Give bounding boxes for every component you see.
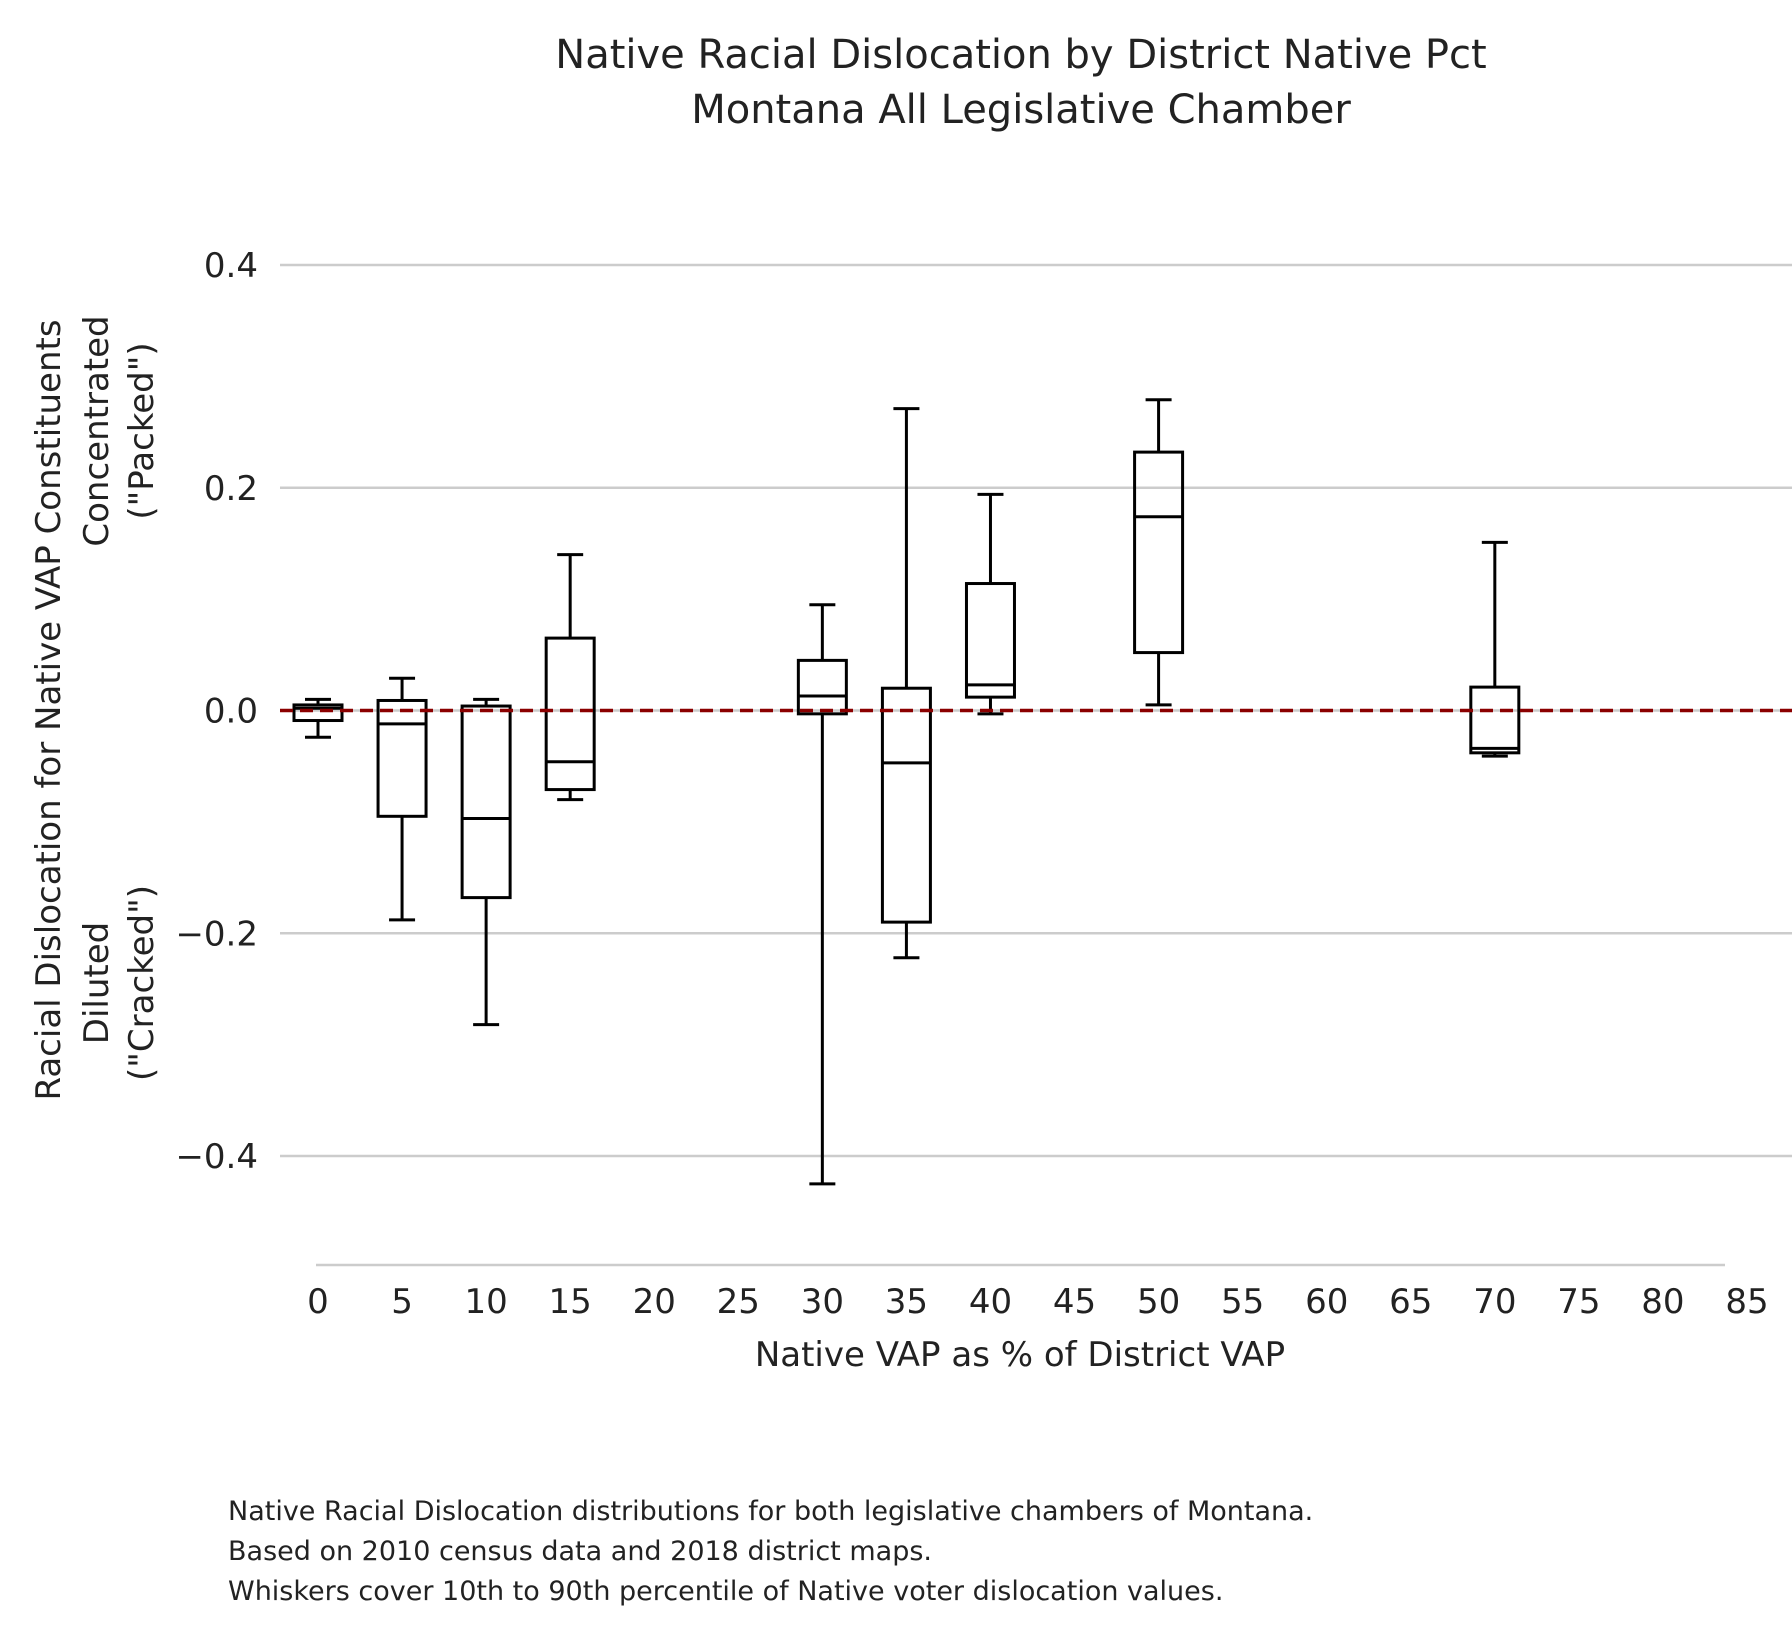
box-iqr xyxy=(1133,450,1185,655)
x-tick-label: 50 xyxy=(1137,1282,1180,1322)
x-tick-label: 35 xyxy=(885,1282,928,1322)
x-tick-label: 30 xyxy=(801,1282,844,1322)
y-tick-label: −0.2 xyxy=(175,914,258,954)
y-tick-label: 0.4 xyxy=(204,246,258,286)
x-tick-label: 0 xyxy=(307,1282,329,1322)
x-tick-label: 60 xyxy=(1305,1282,1348,1322)
x-tick-label: 80 xyxy=(1641,1282,1684,1322)
x-tick-label: 40 xyxy=(969,1282,1012,1322)
x-tick-label: 85 xyxy=(1725,1282,1768,1322)
x-tick-label: 70 xyxy=(1473,1282,1516,1322)
y-axis-label-cracked: ("Cracked") xyxy=(122,885,162,1081)
box-iqr xyxy=(796,658,848,716)
x-tick-label: 10 xyxy=(464,1282,507,1322)
box-plot xyxy=(376,676,428,922)
box-plot xyxy=(292,697,344,739)
box-plots xyxy=(292,398,1521,1186)
y-axis-label-concentrated: Concentrated xyxy=(77,315,117,546)
caption-line-1: Native Racial Dislocation distributions … xyxy=(228,1496,1314,1527)
x-tick-label: 45 xyxy=(1053,1282,1096,1322)
chart-caption: Native Racial Dislocation distributions … xyxy=(228,1492,1313,1612)
y-tick-label: 0.0 xyxy=(204,692,258,732)
y-axis-label-diluted: Diluted xyxy=(77,922,117,1044)
y-tick-label: 0.2 xyxy=(204,469,258,509)
box-plot xyxy=(1469,540,1521,758)
box-iqr xyxy=(1469,685,1521,755)
box-plot xyxy=(964,492,1016,716)
caption-line-2: Based on 2010 census data and 2018 distr… xyxy=(228,1536,932,1567)
x-tick-label: 25 xyxy=(717,1282,760,1322)
box-plot xyxy=(544,553,596,802)
box-plot xyxy=(796,603,848,1186)
x-tick-labels: 0 5 10 15 20 25 30 35 40 45 50 55 60 65 70 75 80 85 xyxy=(307,1282,1768,1322)
y-tick-label: −0.4 xyxy=(175,1137,258,1177)
x-tick-label: 75 xyxy=(1557,1282,1600,1322)
box-iqr xyxy=(964,582,1016,699)
caption-line-3: Whiskers cover 10th to 90th percentile o… xyxy=(228,1576,1224,1607)
box-plot xyxy=(1133,398,1185,707)
chart-title-line-1: Native Racial Dislocation by District Na… xyxy=(555,32,1486,78)
x-tick-label: 55 xyxy=(1221,1282,1264,1322)
box-iqr xyxy=(460,704,512,900)
x-axis-label: Native VAP as % of District VAP xyxy=(755,1335,1285,1375)
box-iqr xyxy=(544,636,596,792)
y-axis-label-main: Racial Dislocation for Native VAP Consti… xyxy=(29,319,69,1100)
y-tick-labels: 0.4 0.2 0.0 −0.2 −0.4 xyxy=(175,246,258,1177)
box-plot xyxy=(460,697,512,1027)
x-tick-label: 15 xyxy=(549,1282,592,1322)
x-tick-label: 5 xyxy=(391,1282,413,1322)
box-plot xyxy=(880,407,932,960)
box-iqr xyxy=(376,698,428,818)
y-axis-label-packed: ("Packed") xyxy=(122,342,162,519)
box-iqr xyxy=(292,703,344,723)
x-tick-label: 65 xyxy=(1389,1282,1432,1322)
chart-title-line-2: Montana All Legislative Chamber xyxy=(691,87,1351,133)
box-iqr xyxy=(880,686,932,924)
x-tick-label: 20 xyxy=(633,1282,676,1322)
chart: 0 5 10 15 20 25 30 35 40 45 50 55 60 65 70 75 80 85 0.40.… xyxy=(29,32,1792,1375)
